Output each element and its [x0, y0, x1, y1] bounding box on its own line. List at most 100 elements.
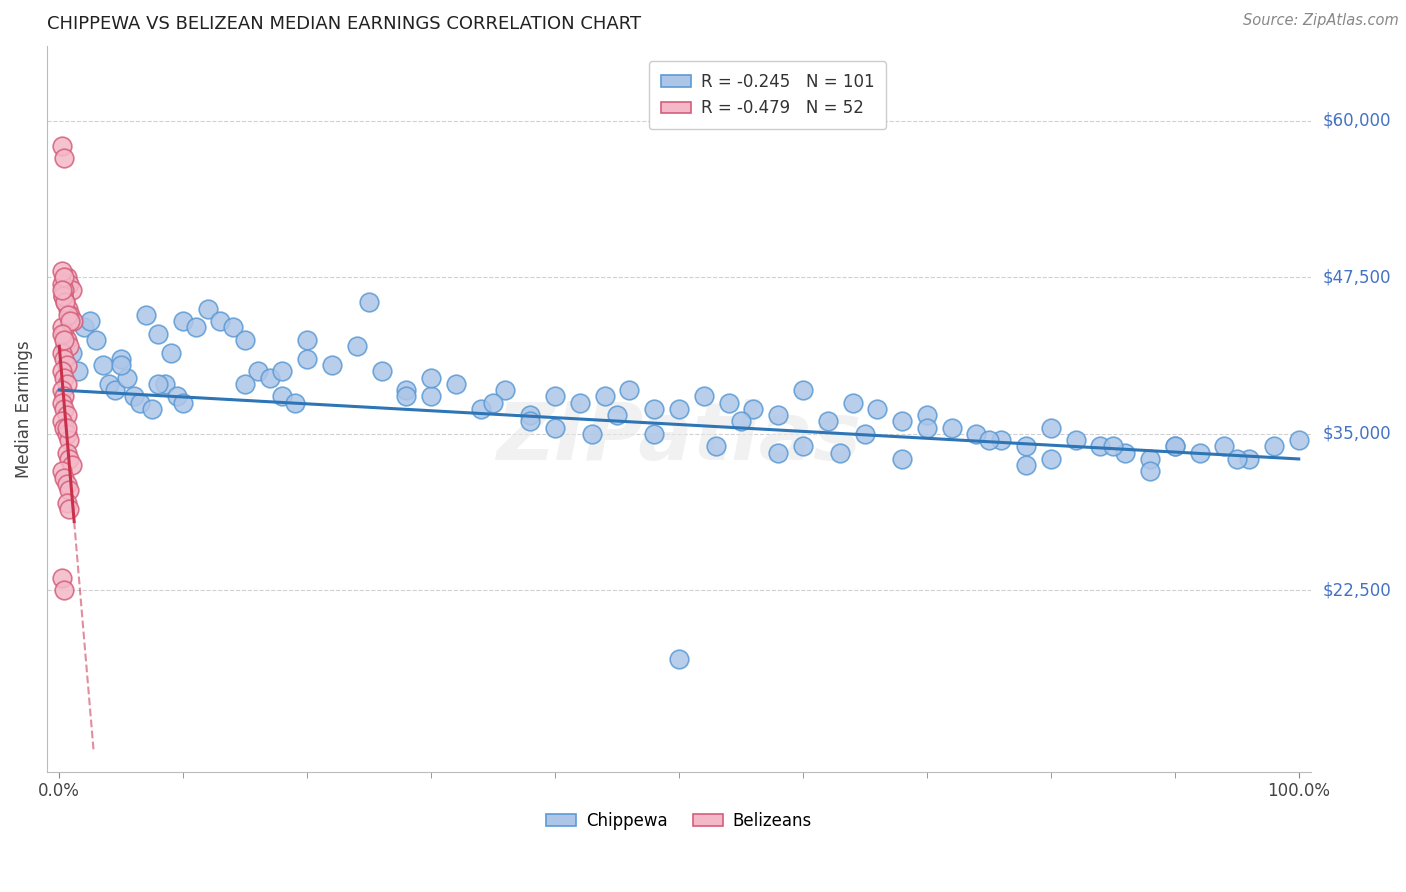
Point — [222, 320, 245, 334]
Point — [717, 395, 740, 409]
Point — [1139, 452, 1161, 467]
Point — [52, 289, 75, 303]
Point — [153, 376, 176, 391]
Point — [915, 408, 938, 422]
Point — [1188, 446, 1211, 460]
Point — [79, 314, 101, 328]
Point — [233, 376, 256, 391]
Point — [51, 571, 73, 585]
Point — [704, 439, 727, 453]
Point — [1015, 439, 1038, 453]
Point — [141, 401, 163, 416]
Legend: Chippewa, Belizeans: Chippewa, Belizeans — [540, 805, 818, 837]
Point — [1101, 439, 1123, 453]
Point — [766, 408, 789, 422]
Point — [60, 283, 83, 297]
Point — [60, 345, 83, 359]
Point — [91, 358, 114, 372]
Point — [166, 389, 188, 403]
Point — [51, 283, 73, 297]
Point — [395, 383, 418, 397]
Point — [568, 395, 591, 409]
Point — [1015, 458, 1038, 473]
Point — [1288, 433, 1310, 447]
Point — [209, 314, 232, 328]
Point — [693, 389, 716, 403]
Point — [321, 358, 343, 372]
Point — [62, 314, 84, 328]
Point — [55, 295, 77, 310]
Point — [830, 446, 852, 460]
Point — [53, 389, 76, 403]
Point — [55, 333, 77, 347]
Point — [55, 295, 77, 310]
Point — [941, 420, 963, 434]
Text: ZIPatlas: ZIPatlas — [496, 399, 862, 477]
Point — [51, 277, 73, 291]
Point — [853, 426, 876, 441]
Point — [53, 270, 76, 285]
Point — [866, 401, 889, 416]
Point — [1064, 433, 1087, 447]
Point — [966, 426, 988, 441]
Point — [420, 389, 443, 403]
Point — [346, 339, 368, 353]
Point — [55, 446, 77, 460]
Point — [51, 326, 73, 341]
Point — [51, 320, 73, 334]
Point — [1039, 420, 1062, 434]
Text: CHIPPEWA VS BELIZEAN MEDIAN EARNINGS CORRELATION CHART: CHIPPEWA VS BELIZEAN MEDIAN EARNINGS COR… — [46, 15, 641, 33]
Point — [730, 414, 752, 428]
Point — [66, 364, 89, 378]
Point — [197, 301, 219, 316]
Point — [51, 345, 73, 359]
Point — [606, 408, 628, 422]
Point — [53, 333, 76, 347]
Point — [51, 264, 73, 278]
Y-axis label: Median Earnings: Median Earnings — [15, 340, 32, 478]
Point — [395, 389, 418, 403]
Point — [148, 326, 170, 341]
Point — [55, 496, 77, 510]
Point — [619, 383, 641, 397]
Point — [56, 308, 79, 322]
Point — [359, 295, 381, 310]
Point — [271, 364, 294, 378]
Point — [841, 395, 863, 409]
Point — [53, 401, 76, 416]
Point — [122, 389, 145, 403]
Point — [1213, 439, 1236, 453]
Point — [55, 339, 77, 353]
Point — [420, 370, 443, 384]
Point — [56, 301, 79, 316]
Point — [1039, 452, 1062, 467]
Point — [246, 364, 269, 378]
Point — [55, 270, 77, 285]
Point — [51, 364, 73, 378]
Point — [544, 389, 567, 403]
Point — [73, 320, 96, 334]
Point — [58, 277, 80, 291]
Point — [51, 465, 73, 479]
Point — [117, 370, 139, 384]
Point — [990, 433, 1012, 447]
Text: Source: ZipAtlas.com: Source: ZipAtlas.com — [1243, 13, 1399, 29]
Point — [110, 358, 132, 372]
Point — [1263, 439, 1285, 453]
Point — [52, 289, 75, 303]
Point — [977, 433, 1000, 447]
Point — [53, 420, 76, 434]
Point — [51, 414, 73, 428]
Point — [53, 351, 76, 366]
Text: $60,000: $60,000 — [1322, 112, 1391, 130]
Point — [58, 502, 80, 516]
Text: $35,000: $35,000 — [1322, 425, 1391, 443]
Point — [59, 314, 82, 328]
Point — [593, 389, 616, 403]
Point — [58, 339, 80, 353]
Point — [1114, 446, 1136, 460]
Point — [58, 433, 80, 447]
Point — [643, 426, 665, 441]
Point — [233, 333, 256, 347]
Point — [97, 376, 120, 391]
